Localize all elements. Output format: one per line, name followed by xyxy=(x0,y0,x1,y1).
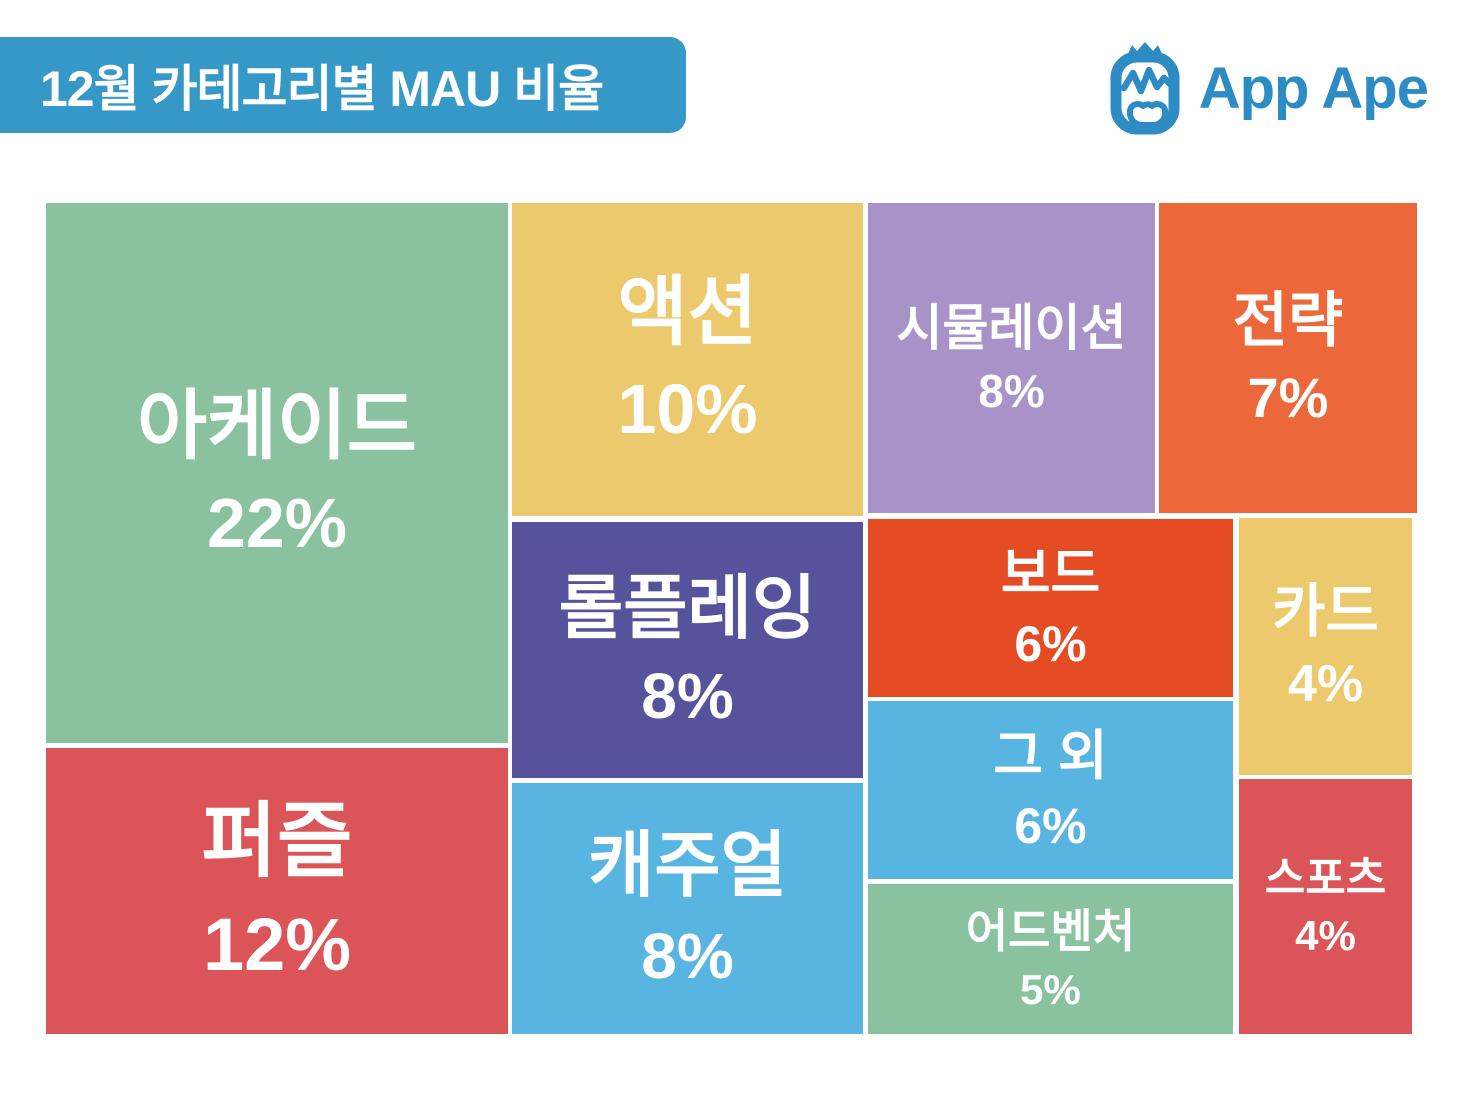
treemap-tile-arcade: 아케이드 22% xyxy=(46,203,508,743)
tile-category-label: 그 외 xyxy=(993,726,1108,787)
tile-percentage: 12% xyxy=(202,903,352,987)
logo-wordmark: App Ape xyxy=(1198,55,1429,121)
tile-percentage: 8% xyxy=(978,364,1045,417)
treemap-tile-simulation: 시뮬레이션 8% xyxy=(868,203,1155,513)
treemap-tile-sports: 스포츠 4% xyxy=(1239,779,1412,1034)
tile-percentage: 22% xyxy=(206,483,348,562)
tile-category-label: 퍼즐 xyxy=(201,796,353,888)
treemap-tile-adventure: 어드벤처 5% xyxy=(868,884,1233,1034)
tile-category-label: 아케이드 xyxy=(137,383,417,469)
ape-wave-line xyxy=(1120,66,1174,95)
tile-percentage: 7% xyxy=(1247,365,1329,429)
title-badge: 12월 카테고리별 MAU 비율 xyxy=(0,37,686,133)
tile-percentage: 8% xyxy=(641,659,734,732)
tile-category-label: 시뮬레이션 xyxy=(896,299,1127,356)
app-ape-logo: App Ape xyxy=(1105,38,1429,138)
tile-category-label: 카드 xyxy=(1272,578,1379,644)
tile-percentage: 8% xyxy=(641,919,734,992)
treemap-tile-puzzle: 퍼즐 12% xyxy=(46,748,508,1034)
treemap-tile-others: 그 외 6% xyxy=(868,701,1233,879)
tile-percentage: 5% xyxy=(1020,965,1081,1013)
tile-percentage: 4% xyxy=(1295,911,1356,959)
treemap-tile-card: 카드 4% xyxy=(1239,518,1412,775)
tile-category-label: 액션 xyxy=(617,270,758,356)
tile-category-label: 캐주얼 xyxy=(588,825,787,906)
tile-category-label: 스포츠 xyxy=(1264,853,1387,903)
tile-category-label: 보드 xyxy=(1000,544,1101,605)
treemap-tile-roleplaying: 롤플레잉 8% xyxy=(512,522,863,778)
tile-category-label: 전략 xyxy=(1232,287,1344,355)
tile-category-label: 롤플레잉 xyxy=(558,568,817,647)
treemap-tile-casual: 캐주얼 8% xyxy=(512,783,863,1034)
tile-percentage: 4% xyxy=(1287,655,1364,714)
treemap-tile-action: 액션 10% xyxy=(512,203,863,516)
treemap-tile-board: 보드 6% xyxy=(868,519,1233,697)
tile-category-label: 어드벤처 xyxy=(965,904,1136,957)
ape-muzzle xyxy=(1126,101,1168,129)
tile-percentage: 10% xyxy=(617,370,758,449)
tile-percentage: 6% xyxy=(1014,615,1087,672)
ape-face-outline xyxy=(1110,51,1180,135)
tile-percentage: 6% xyxy=(1014,797,1087,854)
treemap-tile-strategy: 전략 7% xyxy=(1159,203,1417,513)
ape-icon xyxy=(1105,40,1185,136)
page-title: 12월 카테고리별 MAU 비율 xyxy=(40,61,604,117)
